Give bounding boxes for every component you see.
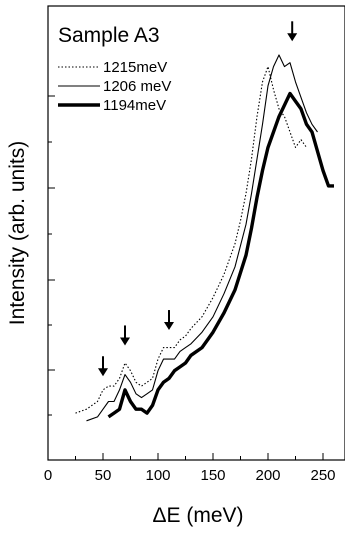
- plot-frame: [47, 5, 345, 461]
- axis-ticks: 0 50 100 150 200 250: [44, 95, 336, 484]
- series-layer: [75, 54, 334, 422]
- legend: 1215meV 1206 meV 1194meV: [58, 59, 171, 114]
- series-line-2: [86, 54, 318, 422]
- series-line-3: [107, 91, 334, 419]
- x-axis-title: ΔE (meV): [152, 504, 243, 527]
- panel-label: Sample A3: [58, 24, 160, 47]
- x-tick-label: 100: [145, 467, 170, 484]
- arrow-head: [98, 368, 108, 377]
- arrow-head: [120, 337, 130, 346]
- legend-label: 1206 meV: [103, 78, 171, 95]
- arrows-layer: [98, 21, 298, 377]
- legend-label: 1215meV: [103, 59, 167, 76]
- x-tick-label: 0: [44, 467, 52, 484]
- x-tick-label: 150: [200, 467, 225, 484]
- arrow-head: [287, 33, 298, 42]
- series-line-1: [75, 66, 307, 414]
- legend-label: 1194meV: [103, 97, 166, 114]
- arrow-head: [164, 322, 174, 331]
- x-tick-label: 200: [255, 467, 280, 484]
- x-tick-label: 50: [95, 467, 112, 484]
- y-axis-title: Intensity (arb. units): [6, 141, 29, 325]
- x-tick-label: 250: [310, 467, 335, 484]
